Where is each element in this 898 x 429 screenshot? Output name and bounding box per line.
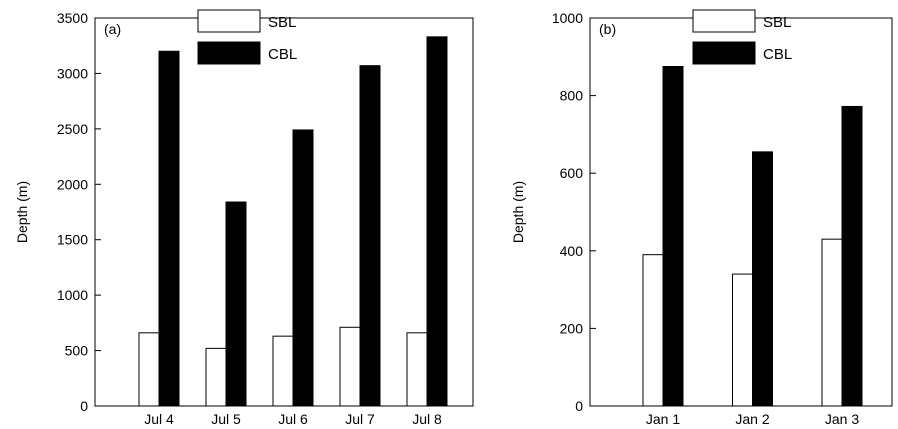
chart-panel-1: Jul 4 Jul 5 Jul 6 Jul 7 Jul 8 0 500 1000 1500 200…	[14, 9, 474, 427]
bar-cbl-jul-8	[426, 36, 448, 407]
panel-label: (b)	[599, 21, 616, 37]
y-axis-title: Depth (m)	[14, 181, 30, 243]
bar-sbl-jul-5	[205, 347, 227, 407]
bar-sbl-jan-1	[642, 254, 664, 407]
bar-cbl-jul-6	[292, 129, 314, 407]
bar-cbl-jan-3	[841, 105, 863, 407]
bar-cbl-jan-1	[662, 66, 684, 407]
legend-swatch-cbl	[692, 41, 756, 65]
panel-label: (a)	[104, 21, 121, 37]
y-tick-label: 0	[575, 398, 583, 414]
y-tick-label: 3000	[57, 65, 88, 81]
legend-label-sbl: SBL	[763, 14, 791, 31]
bar-cbl-jan-2	[752, 151, 773, 407]
x-tick-label: Jul 8	[412, 411, 442, 427]
bar-cbl-jul-7	[359, 65, 381, 407]
x-tick-label: Jan 3	[825, 411, 859, 427]
y-tick-label: 800	[560, 88, 584, 104]
legend: SBL CBL	[197, 9, 297, 65]
y-tick-label: 0	[80, 398, 88, 414]
bar-sbl-jan-3	[821, 238, 843, 407]
x-tick-label: Jul 6	[278, 411, 308, 427]
plot-frame	[94, 17, 474, 407]
legend-swatch-sbl	[197, 9, 261, 33]
y-tick-label: 400	[560, 243, 584, 259]
bar-cbl-jul-4	[158, 50, 180, 407]
legend-swatch-cbl	[197, 41, 261, 65]
bar-sbl-jul-4	[138, 332, 160, 407]
y-tick-label: 3500	[57, 10, 88, 26]
x-tick-label: Jul 4	[144, 411, 174, 427]
y-tick-label: 1500	[57, 232, 88, 248]
y-tick-label: 200	[560, 320, 584, 336]
y-tick-label: 2000	[57, 176, 88, 192]
legend-swatch-sbl	[692, 9, 756, 33]
legend-label-cbl: CBL	[763, 46, 792, 63]
legend-label-sbl: SBL	[268, 14, 296, 31]
x-tick-label: Jan 2	[735, 411, 769, 427]
bar-sbl-jul-8	[406, 332, 428, 407]
chart-panel-2: Jan 1 Jan 2 Jan 3 0 200 400 600 800 1000 Depth (m…	[510, 9, 893, 427]
y-tick-label: 1000	[552, 10, 583, 26]
bar-cbl-jul-5	[225, 201, 247, 407]
x-tick-label: Jul 7	[345, 411, 375, 427]
y-axis-title: Depth (m)	[510, 181, 526, 243]
bar-sbl-jan-2	[732, 273, 753, 407]
y-tick-label: 1000	[57, 287, 88, 303]
y-tick-label: 500	[65, 343, 89, 359]
legend-label-cbl: CBL	[268, 46, 297, 63]
y-tick-label: 2500	[57, 121, 88, 137]
bar-sbl-jul-7	[339, 326, 361, 407]
x-tick-label: Jan 1	[646, 411, 680, 427]
x-tick-label: Jul 5	[211, 411, 241, 427]
bar-sbl-jul-6	[272, 335, 294, 407]
legend: SBL CBL	[692, 9, 792, 65]
y-tick-label: 600	[560, 165, 584, 181]
